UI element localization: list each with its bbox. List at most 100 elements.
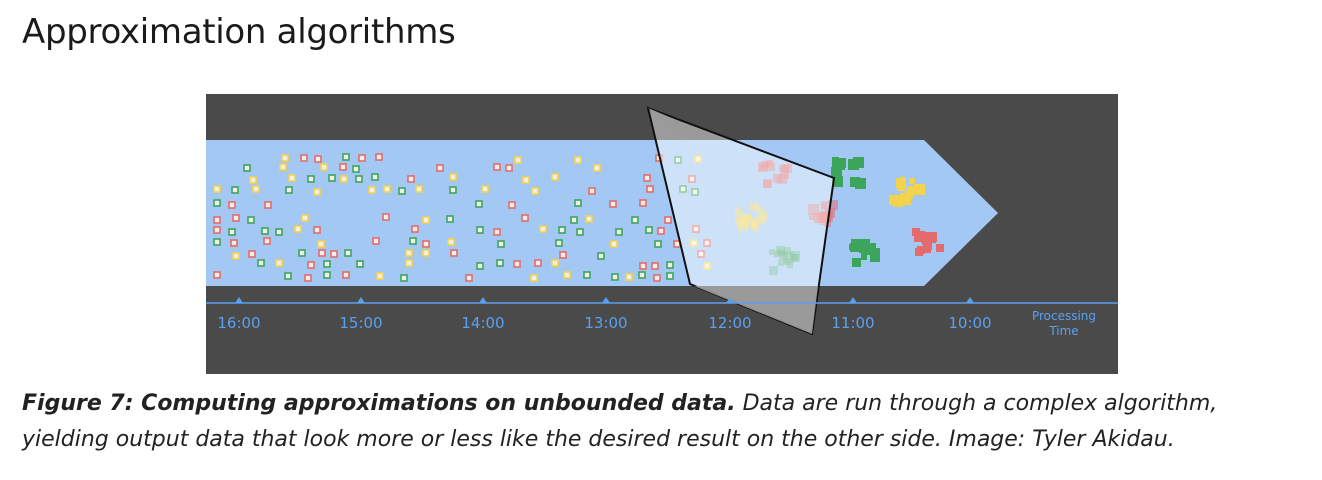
data-point (288, 174, 296, 182)
data-point (646, 185, 654, 193)
data-point (597, 252, 605, 260)
time-label: 10:00 (948, 314, 991, 332)
data-stream-arrow (206, 140, 998, 286)
data-point (318, 249, 326, 257)
data-point (585, 215, 593, 223)
data-point (372, 237, 380, 245)
data-point (654, 240, 662, 248)
data-point (232, 214, 240, 222)
data-point (358, 154, 366, 162)
time-axis-ticks: 16:00 15:00 14:00 13:00 12:00 11:00 10:00 (217, 297, 992, 332)
data-point (688, 175, 696, 183)
output-cell (787, 262, 793, 268)
data-point (522, 176, 530, 184)
data-point (449, 173, 457, 181)
output-cell (742, 215, 749, 222)
data-point (232, 252, 240, 260)
data-point (355, 175, 363, 183)
data-point (559, 251, 567, 259)
data-point (356, 260, 364, 268)
data-point (625, 273, 633, 281)
output-cell (774, 251, 780, 257)
data-point (588, 187, 596, 195)
output-cell (861, 254, 867, 260)
output-cell (763, 180, 771, 188)
data-point (446, 215, 454, 223)
output-cell (923, 241, 932, 250)
data-point (371, 173, 379, 181)
data-point (639, 199, 647, 207)
output-cell (776, 246, 785, 255)
output-cell (859, 239, 867, 247)
algorithm-pane-shadow (648, 108, 724, 140)
data-point (513, 260, 521, 268)
output-cell (855, 178, 866, 189)
data-point (213, 185, 221, 193)
data-point (344, 249, 352, 257)
output-cell (832, 176, 843, 187)
data-point (298, 249, 306, 257)
data-point (231, 186, 239, 194)
data-point (653, 274, 661, 282)
time-tick (357, 297, 365, 303)
output-cell (852, 258, 861, 267)
output-cell (914, 234, 922, 242)
data-point (284, 272, 292, 280)
data-point (213, 271, 221, 279)
data-point (449, 186, 457, 194)
time-label: 11:00 (831, 314, 874, 332)
data-point (539, 225, 547, 233)
data-point (615, 228, 623, 236)
data-point (679, 185, 687, 193)
data-point (409, 237, 417, 245)
data-point (475, 200, 483, 208)
output-cell (762, 161, 769, 168)
output-cell (900, 177, 906, 183)
data-point (691, 188, 699, 196)
output-cell (750, 203, 758, 211)
output-cell (769, 266, 778, 275)
data-point (340, 175, 348, 183)
data-point (307, 261, 315, 269)
approximation-diagram: 16:00 15:00 14:00 13:00 12:00 11:00 10:00 Proc… (206, 106, 1118, 338)
output-cell (909, 178, 915, 184)
data-point (422, 249, 430, 257)
data-point (447, 238, 455, 246)
data-point (314, 155, 322, 163)
data-point (313, 188, 321, 196)
data-point (558, 226, 566, 234)
output-cell (900, 184, 906, 190)
data-point (342, 271, 350, 279)
time-tick (479, 297, 487, 303)
data-point (323, 260, 331, 268)
data-point (476, 262, 484, 270)
data-point (313, 226, 321, 234)
data-point (383, 185, 391, 193)
output-cell (936, 244, 944, 252)
data-point (407, 175, 415, 183)
data-point (674, 156, 682, 164)
data-point (551, 173, 559, 181)
output-cell (778, 260, 784, 266)
data-point (496, 259, 504, 267)
output-cell (834, 167, 841, 174)
data-point (285, 186, 293, 194)
data-point (376, 272, 384, 280)
output-cell (828, 200, 838, 210)
output-blobs (735, 157, 944, 275)
data-point (593, 164, 601, 172)
data-point (252, 185, 260, 193)
output-cell (850, 177, 860, 187)
output-cell (871, 248, 880, 257)
figure-caption: Figure 7: Computing approximations on un… (22, 386, 1292, 458)
output-cell (853, 244, 861, 252)
data-point (375, 153, 383, 161)
data-point (450, 249, 458, 257)
caption-bold: Figure 7: Computing approximations on un… (22, 391, 736, 416)
output-cell (778, 249, 785, 256)
output-cell (889, 195, 899, 205)
data-point (497, 240, 505, 248)
data-point (247, 216, 255, 224)
output-cell (854, 157, 863, 166)
data-point (521, 214, 529, 222)
